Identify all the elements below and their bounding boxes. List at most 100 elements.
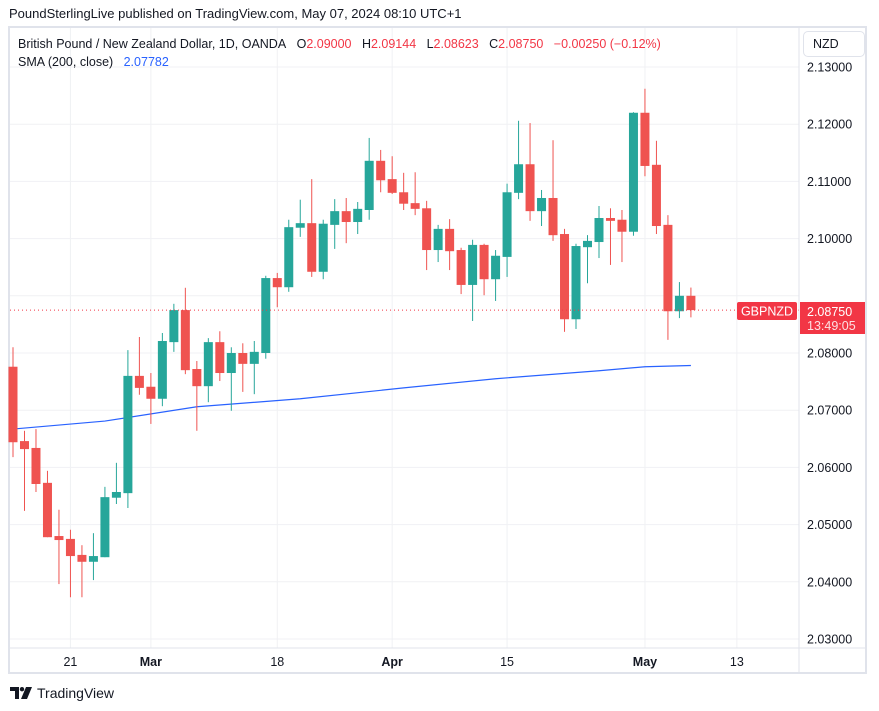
price-tick-label: 2.03000: [807, 633, 852, 647]
candle[interactable]: [100, 486, 110, 558]
candle[interactable]: [238, 343, 248, 392]
candle[interactable]: [422, 200, 432, 271]
candle[interactable]: [376, 149, 386, 193]
candle[interactable]: [192, 361, 202, 431]
candle[interactable]: [663, 215, 673, 340]
candle[interactable]: [318, 219, 328, 280]
candle-body: [192, 369, 202, 387]
candle[interactable]: [445, 219, 455, 271]
symbol-legend-row: British Pound / New Zealand Dollar, 1D, …: [18, 35, 661, 53]
candle-body: [583, 240, 592, 248]
sma-layer: [12, 364, 691, 430]
candle[interactable]: [560, 228, 570, 332]
candle-body: [479, 244, 489, 280]
candle[interactable]: [571, 243, 581, 329]
candle-body: [525, 164, 535, 212]
candle-body: [628, 112, 638, 232]
candle[interactable]: [605, 208, 615, 265]
candle[interactable]: [617, 210, 627, 263]
candle[interactable]: [628, 112, 638, 236]
candle-body: [364, 160, 374, 210]
candle[interactable]: [19, 430, 29, 511]
price-tick-label: 2.06000: [807, 461, 852, 475]
candle[interactable]: [364, 137, 374, 220]
candle[interactable]: [169, 303, 179, 352]
candle-body: [537, 197, 547, 212]
candle[interactable]: [548, 140, 558, 241]
candle[interactable]: [226, 347, 236, 411]
candle[interactable]: [272, 272, 282, 308]
candle-body: [77, 554, 87, 562]
last-price-value: 2.08750: [807, 305, 852, 319]
candle[interactable]: [456, 247, 466, 295]
candle[interactable]: [640, 88, 650, 177]
candle[interactable]: [410, 172, 420, 216]
candle[interactable]: [686, 287, 696, 318]
candle[interactable]: [249, 340, 259, 395]
candle[interactable]: [502, 183, 512, 277]
time-axis[interactable]: 21 Mar 18 Apr 15 May 13: [63, 655, 743, 669]
candle[interactable]: [180, 287, 190, 375]
candle-body: [111, 491, 121, 498]
candle-body: [548, 197, 558, 236]
candle-body: [491, 255, 501, 280]
candle[interactable]: [215, 331, 225, 382]
candle[interactable]: [111, 462, 121, 505]
sma-value: 2.07782: [123, 55, 169, 69]
candle[interactable]: [146, 373, 156, 424]
candle[interactable]: [65, 529, 75, 598]
candle[interactable]: [123, 350, 133, 509]
candle-body: [502, 192, 512, 257]
currency-button[interactable]: NZD: [803, 31, 865, 57]
candle[interactable]: [284, 219, 294, 292]
candle[interactable]: [525, 123, 535, 221]
candle[interactable]: [203, 338, 213, 403]
candle[interactable]: [399, 172, 409, 210]
candle[interactable]: [134, 336, 144, 395]
candle[interactable]: [387, 156, 397, 194]
candle[interactable]: [583, 235, 592, 284]
candle-body: [422, 208, 432, 251]
candle-body: [674, 295, 684, 312]
candle-body: [65, 538, 75, 557]
sma-line: [12, 364, 691, 430]
tradingview-logo[interactable]: TradingView: [10, 685, 114, 701]
price-tick-label: 2.13000: [807, 61, 852, 75]
candle[interactable]: [341, 197, 351, 244]
published-caption: PoundSterlingLive published on TradingVi…: [9, 6, 462, 21]
price-label-tag: GBPNZD 2.08750 13:49:05: [737, 302, 865, 334]
candle[interactable]: [433, 224, 443, 263]
candle[interactable]: [353, 201, 363, 235]
candle-body: [445, 228, 455, 252]
candle-body: [180, 310, 190, 371]
candle[interactable]: [330, 199, 340, 249]
candle-body: [640, 112, 650, 166]
candle[interactable]: [479, 243, 489, 296]
bar-countdown: 13:49:05: [807, 319, 856, 333]
price-axis[interactable]: 2.130002.120002.110002.100002.090002.080…: [807, 61, 852, 647]
candle[interactable]: [295, 199, 305, 237]
candle[interactable]: [594, 205, 604, 259]
candle[interactable]: [537, 189, 547, 227]
symbol-tag: GBPNZD: [741, 305, 793, 319]
candle[interactable]: [514, 120, 524, 200]
price-tick-label: 2.08000: [807, 347, 852, 361]
candle[interactable]: [77, 545, 87, 598]
candle[interactable]: [54, 509, 64, 585]
candle[interactable]: [491, 250, 501, 301]
candle[interactable]: [307, 179, 317, 277]
candle[interactable]: [651, 140, 661, 235]
time-tick-label: Apr: [381, 655, 403, 669]
candle[interactable]: [157, 332, 167, 407]
candle[interactable]: [42, 470, 52, 538]
candle-body: [19, 441, 29, 450]
candle[interactable]: [31, 429, 41, 492]
candle[interactable]: [8, 347, 18, 458]
candle[interactable]: [468, 239, 478, 321]
candle[interactable]: [88, 533, 98, 581]
candle[interactable]: [261, 275, 271, 359]
price-tick-label: 2.12000: [807, 118, 852, 132]
candle[interactable]: [674, 282, 684, 319]
price-tick-label: 2.05000: [807, 518, 852, 532]
